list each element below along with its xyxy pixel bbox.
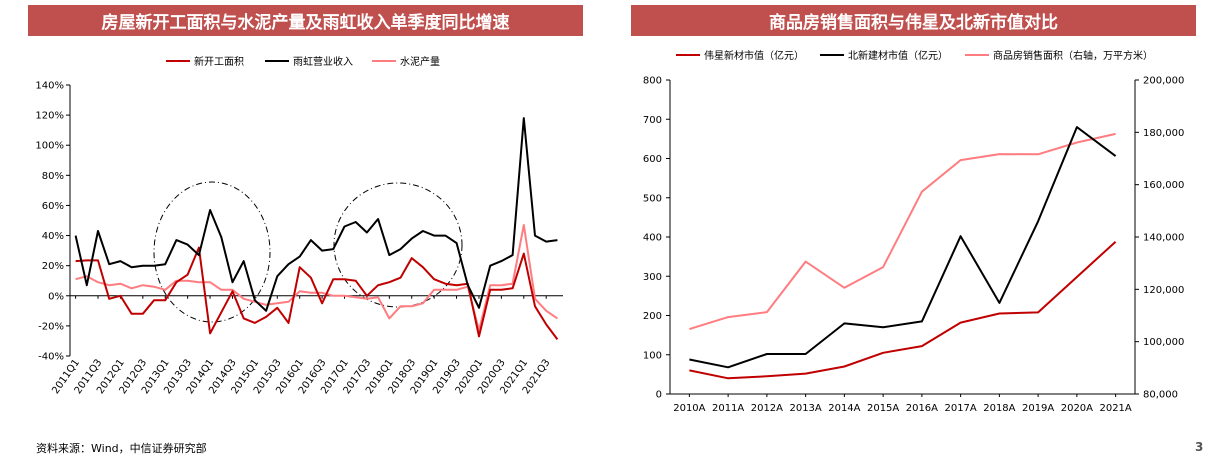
right-legend-label: 伟星新材市值（亿元） xyxy=(704,49,804,62)
right-left-y-tick-label: 100 xyxy=(643,350,662,361)
left-y-tick-label: 140% xyxy=(35,81,64,92)
right-x-tick-label: 2010A xyxy=(673,403,705,414)
left-y-tick-label: 100% xyxy=(35,141,64,152)
left-y-tick-label: 40% xyxy=(42,231,64,242)
right-right-y-tick-label: 120,000 xyxy=(1143,285,1184,296)
left-legend-label: 新开工面积 xyxy=(194,55,244,68)
left-ellipse-2013-2015 xyxy=(153,181,271,323)
right-series-line-2 xyxy=(689,126,1117,369)
right-x-tick-label: 2016A xyxy=(906,403,938,414)
left-series-line-2 xyxy=(74,117,558,312)
chart-title-right: 商品房销售面积与伟星及北新市值对比 xyxy=(631,5,1196,36)
right-legend-label: 商品房销售面积（右轴，万平方米） xyxy=(993,49,1153,62)
chart-title-left: 房屋新开工面积与水泥产量及雨虹收入单季度同比增速 xyxy=(28,5,583,36)
right-x-tick-label: 2012A xyxy=(751,403,783,414)
right-left-y-tick-label: 300 xyxy=(643,272,662,283)
right-right-y-tick-label: 160,000 xyxy=(1143,180,1184,191)
right-left-y-tick-label: 0 xyxy=(656,390,662,401)
left-y-tick-label: 0% xyxy=(48,291,64,302)
right-left-y-tick-label: 800 xyxy=(643,76,662,87)
right-x-tick-label: 2018A xyxy=(983,403,1015,414)
right-x-tick-label: 2013A xyxy=(789,403,821,414)
left-y-tick-label: 80% xyxy=(42,171,64,182)
right-right-y-tick-label: 180,000 xyxy=(1143,128,1184,139)
right-left-y-tick-label: 200 xyxy=(643,311,662,322)
right-right-y-tick-label: 200,000 xyxy=(1143,76,1184,87)
left-y-tick-label: 120% xyxy=(35,111,64,122)
right-x-tick-label: 2017A xyxy=(944,403,976,414)
right-x-tick-label: 2011A xyxy=(712,403,744,414)
left-legend-label: 雨虹营业收入 xyxy=(293,55,353,68)
right-series-line-3 xyxy=(689,132,1116,331)
page-number: 3 xyxy=(1195,440,1204,454)
left-y-tick-label: 20% xyxy=(42,261,64,272)
right-right-y-tick-label: 80,000 xyxy=(1143,390,1178,401)
right-right-y-tick-label: 100,000 xyxy=(1143,337,1184,348)
left-y-tick-label: -40% xyxy=(38,352,64,363)
left-legend-label: 水泥产量 xyxy=(400,55,440,68)
right-x-tick-label: 2020A xyxy=(1061,403,1093,414)
left-series-line-1 xyxy=(75,246,559,340)
right-series-line-1 xyxy=(689,240,1117,380)
left-y-tick-label: 60% xyxy=(42,201,64,212)
right-x-tick-label: 2014A xyxy=(828,403,860,414)
right-left-y-tick-label: 600 xyxy=(643,154,662,165)
right-left-y-tick-label: 400 xyxy=(643,233,662,244)
right-x-tick-label: 2021A xyxy=(1099,403,1131,414)
right-left-y-tick-label: 700 xyxy=(643,115,662,126)
source-note: 资料来源：Wind，中信证券研究部 xyxy=(36,442,207,455)
left-ellipse-2017-2019 xyxy=(333,182,463,308)
right-x-tick-label: 2015A xyxy=(867,403,899,414)
right-right-y-tick-label: 140,000 xyxy=(1143,233,1184,244)
right-x-tick-label: 2019A xyxy=(1022,403,1054,414)
left-y-tick-label: -20% xyxy=(38,321,64,332)
right-legend-label: 北新建材市值（亿元） xyxy=(848,49,948,62)
right-left-y-tick-label: 500 xyxy=(643,193,662,204)
